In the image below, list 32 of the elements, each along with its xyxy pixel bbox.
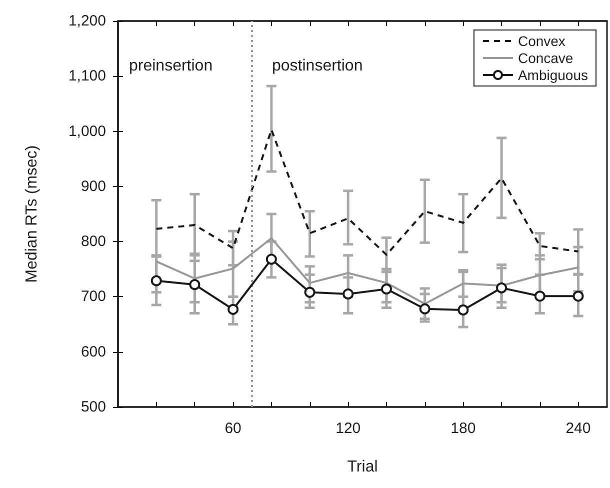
y-tick-label: 700 xyxy=(80,288,106,306)
y-tick-label: 1,200 xyxy=(68,12,106,30)
point xyxy=(189,279,200,290)
point xyxy=(380,283,392,294)
point xyxy=(304,286,316,298)
annotation: preinsertion xyxy=(129,58,213,74)
point xyxy=(458,304,469,316)
x-tick-label: 60 xyxy=(224,420,242,437)
y-tick-label: 1,000 xyxy=(68,122,106,140)
point xyxy=(342,288,354,300)
y-tick-label: 900 xyxy=(80,178,106,195)
x-tick-label: 240 xyxy=(566,420,591,437)
line-series xyxy=(155,128,580,256)
annotation: postinsertion xyxy=(272,58,363,74)
point xyxy=(572,290,584,302)
point xyxy=(496,282,508,294)
legend-label: Ambiguous xyxy=(518,67,588,83)
x-axis-title: Trial xyxy=(347,458,378,476)
legend-label: Concave xyxy=(518,50,574,66)
y-tick-label: 800 xyxy=(80,233,106,250)
point xyxy=(266,254,277,265)
y-tick-label: 1,100 xyxy=(68,68,106,85)
point xyxy=(419,303,430,314)
y-tick-label: 500 xyxy=(80,398,106,416)
y-axis-title: Median RTs (msec) xyxy=(24,145,40,283)
x-tick-label: 120 xyxy=(336,420,361,437)
point xyxy=(150,275,162,286)
legend-label: Convex xyxy=(518,33,566,49)
y-tick-label: 600 xyxy=(80,343,106,360)
point xyxy=(228,304,239,315)
x-tick-label: 180 xyxy=(450,420,476,437)
point xyxy=(534,290,546,302)
